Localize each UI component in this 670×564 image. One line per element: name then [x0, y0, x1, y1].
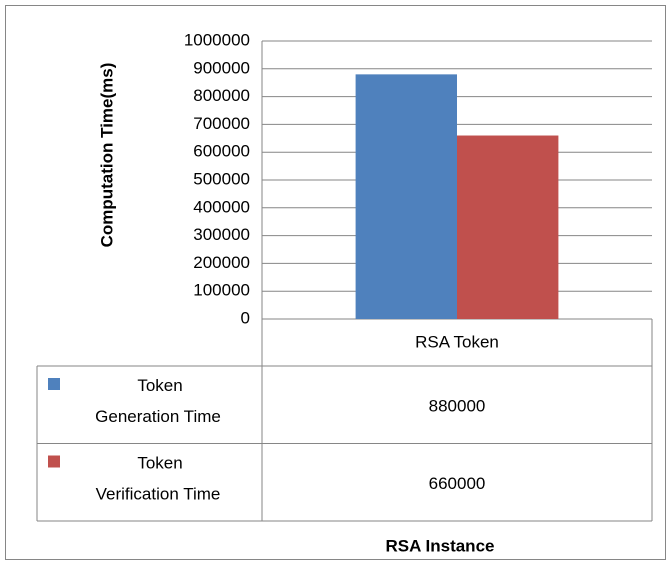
y-tick-label: 1000000 [184, 30, 250, 49]
y-tick-label: 0 [241, 308, 250, 327]
legend-key [48, 455, 60, 468]
x-tick-label: RSA Token [415, 332, 499, 351]
y-tick-label: 200000 [193, 253, 250, 272]
y-tick-label: 300000 [193, 225, 250, 244]
y-tick-label: 500000 [193, 169, 250, 188]
legend-label-line: Token [137, 376, 182, 395]
legend-key [48, 378, 60, 390]
y-tick-label: 100000 [193, 281, 250, 300]
data-table-value: 660000 [429, 474, 486, 493]
y-tick-label: 900000 [193, 58, 250, 77]
y-axis-title: Computation Time(ms) [97, 63, 116, 248]
data-table-value: 880000 [429, 396, 486, 415]
y-tick-label: 700000 [193, 114, 250, 133]
legend-label: Token Verification Time [96, 454, 221, 504]
bar [355, 74, 457, 319]
y-tick-label: 800000 [193, 86, 250, 105]
legend-label: Token Generation Time [95, 376, 221, 426]
x-axis-title: RSA Instance [386, 536, 495, 555]
legend-label-line: Generation Time [95, 407, 221, 426]
bar [457, 135, 559, 319]
y-tick-label: 400000 [193, 197, 250, 216]
legend-label-line: Token [137, 454, 182, 473]
legend-label-line: Verification Time [96, 485, 221, 504]
y-tick-label: 600000 [193, 142, 250, 161]
